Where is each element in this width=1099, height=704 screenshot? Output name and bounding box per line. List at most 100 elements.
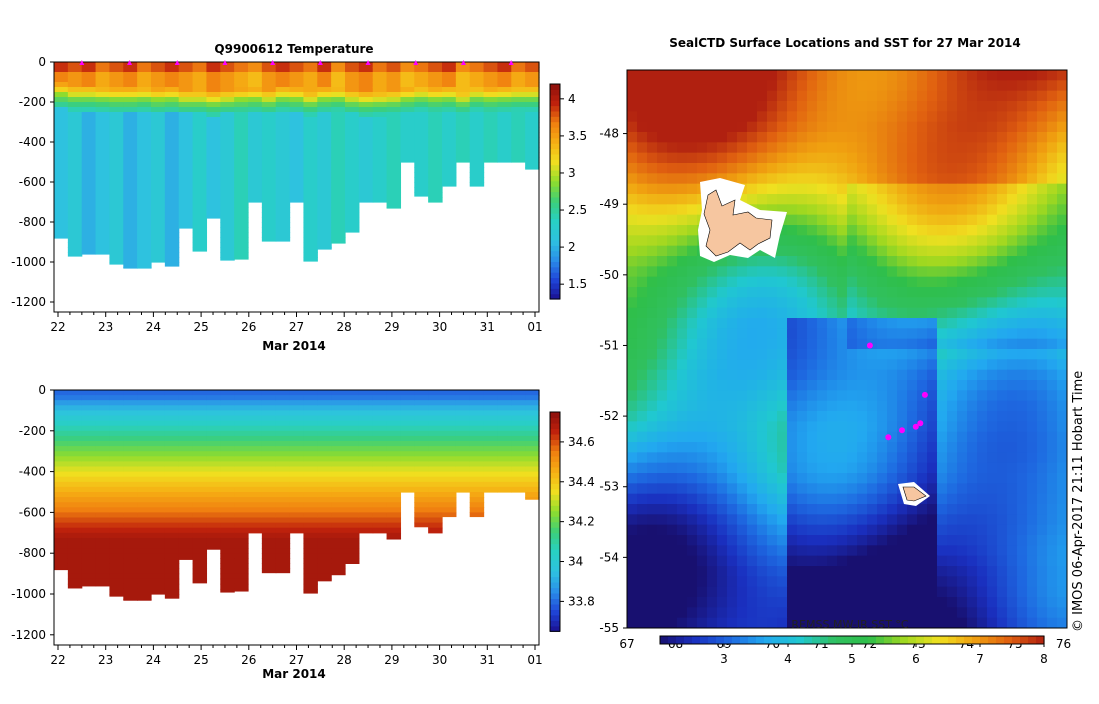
sst-cell xyxy=(1027,587,1038,598)
sst-cell xyxy=(677,173,688,184)
sst-cell xyxy=(867,204,878,215)
sst-cell xyxy=(687,359,698,370)
heatmap-cell xyxy=(151,395,165,401)
sst-cell xyxy=(937,473,948,484)
heatmap-cell xyxy=(414,487,428,493)
sst-cell xyxy=(1007,390,1018,401)
sst-cell xyxy=(807,142,818,153)
sst-cell xyxy=(927,235,938,246)
heatmap-cell xyxy=(234,497,248,503)
heatmap-cell xyxy=(206,212,220,218)
sst-cell xyxy=(697,111,708,122)
heatmap-cell xyxy=(206,421,220,427)
heatmap-cell xyxy=(82,167,96,173)
sst-cell xyxy=(827,225,838,236)
heatmap-cell xyxy=(206,416,220,422)
sst-cell xyxy=(897,194,908,205)
sst-cell xyxy=(687,328,698,339)
sst-cell xyxy=(877,463,888,474)
heatmap-cell xyxy=(165,257,179,263)
heatmap-cell xyxy=(123,563,137,569)
sst-cell xyxy=(967,91,978,102)
sst-cell xyxy=(787,266,798,277)
sst-cell xyxy=(1057,411,1068,422)
colorbar-tick-label: 33.8 xyxy=(568,594,595,608)
sst-cell xyxy=(827,70,838,81)
heatmap-cell xyxy=(373,456,387,462)
heatmap-cell xyxy=(442,512,456,517)
heatmap-cell xyxy=(373,97,387,103)
sst-cell xyxy=(767,576,778,587)
sst-cell xyxy=(817,132,828,143)
sst-cell xyxy=(877,194,888,205)
sst-cell xyxy=(847,194,858,205)
heatmap-cell xyxy=(345,112,359,118)
heatmap-cell xyxy=(54,172,68,178)
sst-cell xyxy=(737,504,748,515)
sst-cell xyxy=(937,80,948,91)
heatmap-cell xyxy=(96,242,110,248)
sst-cell xyxy=(827,483,838,494)
sst-cell xyxy=(927,287,938,298)
heatmap-cell xyxy=(373,497,387,503)
heatmap-cell xyxy=(137,523,151,529)
sst-cell xyxy=(767,432,778,443)
sst-cell xyxy=(707,359,718,370)
sst-cell xyxy=(1037,318,1048,329)
heatmap-cell xyxy=(497,87,511,93)
sst-cell xyxy=(997,184,1008,195)
colorbar-segment xyxy=(550,267,560,273)
heatmap-cell xyxy=(373,431,387,437)
sst-cell xyxy=(637,483,648,494)
sst-cell xyxy=(637,587,648,598)
heatmap-cell xyxy=(511,72,525,78)
colorbar-segment xyxy=(550,278,560,284)
sst-cell xyxy=(807,111,818,122)
heatmap-cell xyxy=(331,142,345,148)
heatmap-cell xyxy=(165,410,179,416)
heatmap-cell xyxy=(165,67,179,73)
sst-cell xyxy=(1057,359,1068,370)
heatmap-cell xyxy=(248,492,262,498)
heatmap-cell xyxy=(262,533,276,539)
heatmap-cell xyxy=(345,187,359,193)
heatmap-cell xyxy=(68,416,82,422)
sst-cell xyxy=(867,483,878,494)
heatmap-cell xyxy=(220,523,234,529)
heatmap-cell xyxy=(414,107,428,113)
sst-cell xyxy=(1007,607,1018,618)
heatmap-cell xyxy=(165,416,179,422)
sst-cell xyxy=(707,401,718,412)
sst-cell xyxy=(907,349,918,360)
sst-cell xyxy=(917,142,928,153)
sst-cell xyxy=(737,287,748,298)
heatmap-cell xyxy=(345,421,359,427)
heatmap-cell xyxy=(206,162,220,168)
heatmap-cell xyxy=(54,232,68,238)
heatmap-cell xyxy=(165,142,179,148)
heatmap-cell xyxy=(137,426,151,432)
heatmap-cell xyxy=(109,127,123,133)
sst-cell xyxy=(857,411,868,422)
heatmap-cell xyxy=(303,563,317,569)
heatmap-cell xyxy=(428,182,442,188)
sst-cell xyxy=(997,318,1008,329)
heatmap-cell xyxy=(179,122,193,128)
heatmap-cell xyxy=(303,400,317,406)
heatmap-cell xyxy=(276,492,290,498)
heatmap-cell xyxy=(262,543,276,549)
heatmap-cell xyxy=(456,147,470,153)
sst-cell xyxy=(917,339,928,350)
heatmap-cell xyxy=(96,543,110,549)
sst-cell xyxy=(707,442,718,453)
sst-cell xyxy=(967,235,978,246)
sst-cell xyxy=(967,618,978,629)
sst-cell xyxy=(877,401,888,412)
heatmap-cell xyxy=(317,507,331,513)
colorbar-segment xyxy=(550,423,560,429)
heatmap-cell xyxy=(359,192,373,198)
sst-cell xyxy=(1037,401,1048,412)
heatmap-cell xyxy=(470,456,484,462)
sst-cell xyxy=(727,618,738,629)
sst-cell xyxy=(857,184,868,195)
